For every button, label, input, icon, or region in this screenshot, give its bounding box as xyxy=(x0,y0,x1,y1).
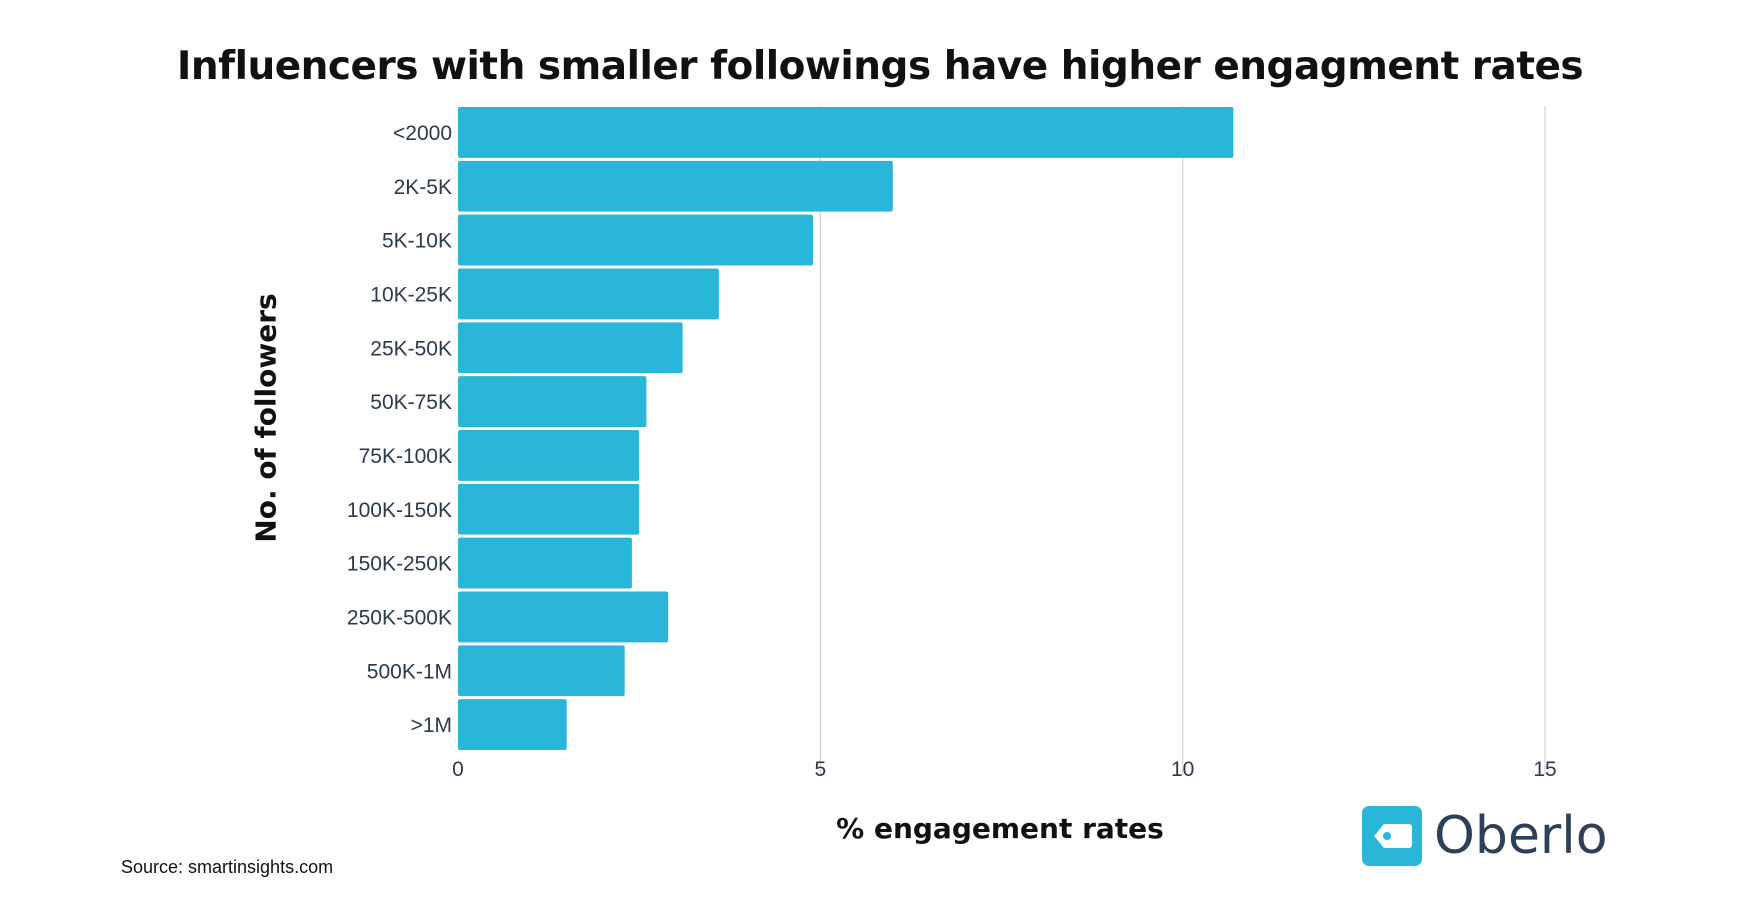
bar xyxy=(458,376,647,427)
y-tick-label: 500K-1M xyxy=(367,660,452,683)
bar xyxy=(458,322,683,374)
bar xyxy=(458,214,814,266)
y-tick-label: 2K-5K xyxy=(394,176,452,199)
bar xyxy=(458,430,640,481)
chart-title: Influencers with smaller followings have… xyxy=(176,44,1584,89)
y-tick-label: <2000 xyxy=(393,122,452,145)
bar xyxy=(458,483,640,535)
logo-text: Oberlo xyxy=(1434,806,1608,866)
bar xyxy=(458,268,719,320)
price-tag-icon xyxy=(1362,806,1422,866)
bar xyxy=(458,160,893,212)
y-tick-label: 75K-100K xyxy=(359,445,452,468)
x-tick-label: 10 xyxy=(1171,758,1194,781)
y-tick-label: 25K-50K xyxy=(370,337,452,360)
bar xyxy=(458,591,669,643)
oberlo-logo: Oberlo xyxy=(1362,806,1608,866)
bar xyxy=(458,699,567,750)
source-note: Source: smartinsights.com xyxy=(121,857,334,877)
x-tick-label: 15 xyxy=(1533,758,1556,781)
y-tick-label: 250K-500K xyxy=(347,606,452,629)
y-axis-label: No. of followers xyxy=(249,293,283,543)
y-tick-label: 5K-10K xyxy=(382,230,452,253)
bar xyxy=(458,537,632,589)
bar xyxy=(458,107,1234,158)
y-tick-label: 50K-75K xyxy=(370,391,452,414)
y-tick-label: >1M xyxy=(411,714,452,737)
y-tick-label: 10K-25K xyxy=(370,283,452,306)
x-axis-label: % engagement rates xyxy=(836,812,1164,845)
y-tick-label: 100K-150K xyxy=(347,499,452,522)
y-tick-label: 150K-250K xyxy=(347,553,452,576)
bar xyxy=(458,645,625,697)
x-tick-label: 0 xyxy=(452,758,464,781)
x-tick-label: 5 xyxy=(814,758,826,781)
